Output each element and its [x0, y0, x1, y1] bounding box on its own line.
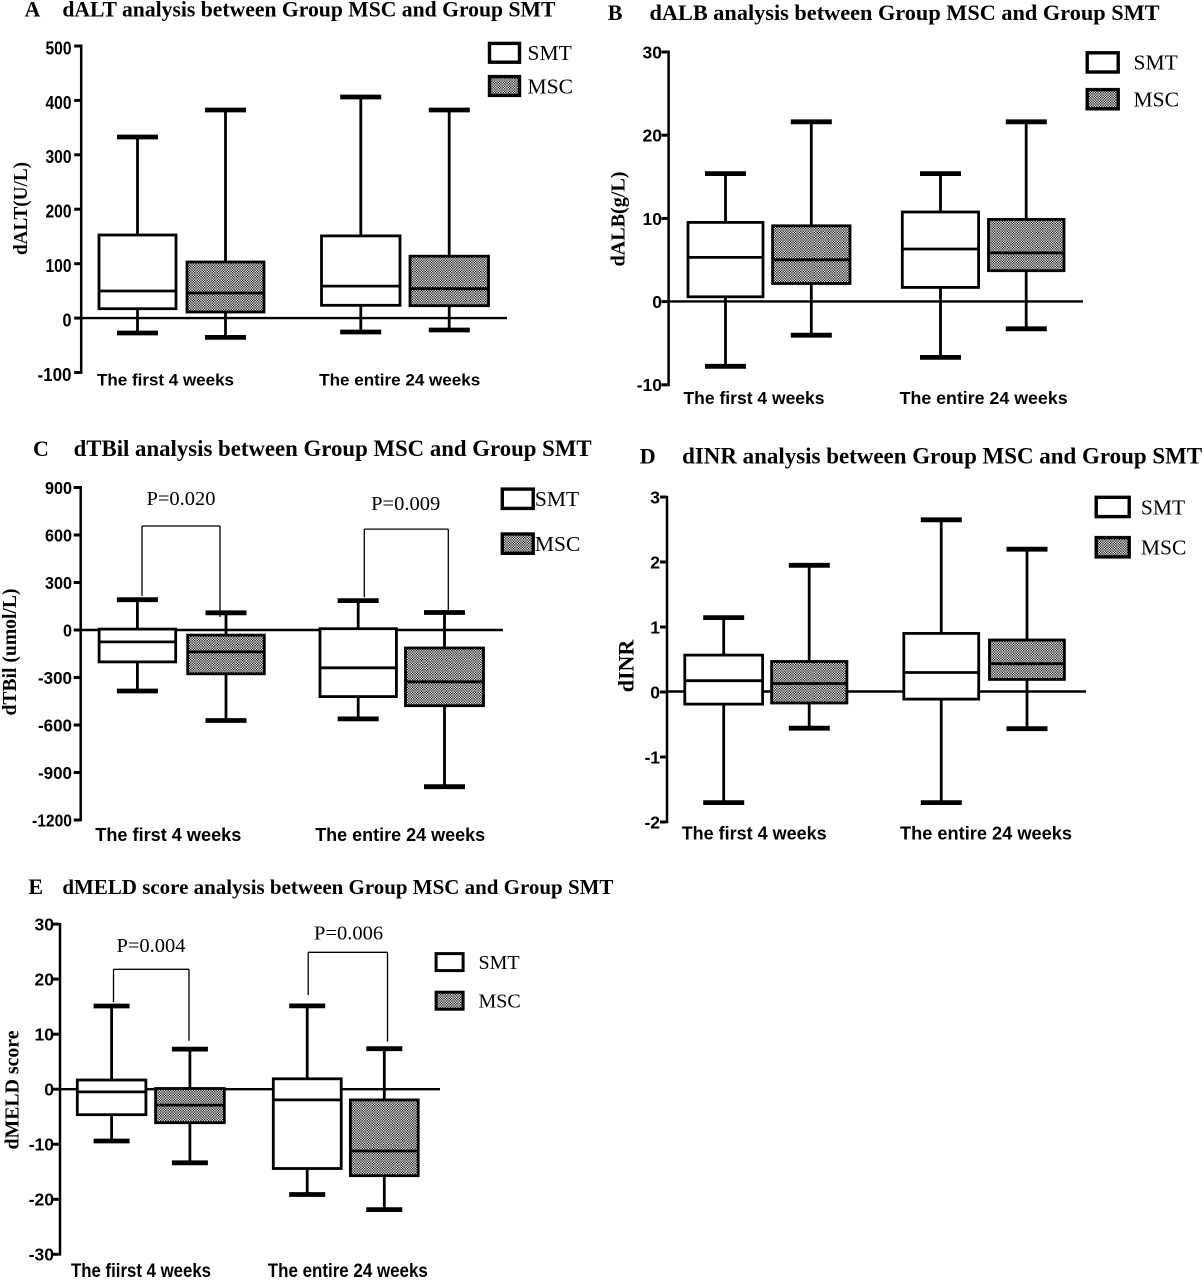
svg-text:dINR analysis between Group MS: dINR analysis between Group MSC and Grou… — [682, 444, 1202, 469]
svg-text:200: 200 — [46, 202, 72, 222]
svg-text:The entire 24 weeks: The entire 24 weeks — [315, 825, 485, 845]
svg-text:0: 0 — [650, 682, 660, 702]
svg-text:MSC: MSC — [535, 532, 580, 556]
svg-text:C: C — [33, 436, 49, 461]
svg-text:dALT analysis between Group MS: dALT analysis between Group MSC and Grou… — [62, 0, 556, 22]
svg-text:0: 0 — [652, 292, 662, 312]
svg-text:900: 900 — [45, 478, 72, 498]
svg-text:dALB analysis between Group MS: dALB analysis between Group MSC and Grou… — [650, 0, 1160, 25]
svg-text:The entire 24 weeks: The entire 24 weeks — [319, 370, 480, 389]
svg-text:dALT(U/L): dALT(U/L) — [10, 162, 32, 255]
svg-text:B: B — [608, 0, 623, 25]
svg-text:The first 4 weeks: The first 4 weeks — [97, 370, 234, 389]
svg-text:400: 400 — [46, 93, 72, 113]
svg-text:The entire 24 weeks: The entire 24 weeks — [268, 1260, 428, 1278]
svg-text:SMT: SMT — [1134, 51, 1178, 75]
svg-text:-900: -900 — [38, 763, 72, 783]
svg-text:-300: -300 — [38, 668, 72, 688]
svg-text:0: 0 — [44, 1080, 54, 1100]
svg-text:0: 0 — [63, 620, 72, 640]
svg-text:dMELD score: dMELD score — [2, 1030, 24, 1149]
svg-text:The first 4 weeks: The first 4 weeks — [95, 825, 241, 845]
svg-text:30: 30 — [35, 915, 55, 935]
svg-text:2: 2 — [650, 552, 660, 572]
svg-text:-100: -100 — [38, 365, 72, 385]
svg-text:The first 4 weeks: The first 4 weeks — [684, 388, 825, 408]
svg-text:The entire 24 weeks: The entire 24 weeks — [900, 824, 1072, 844]
svg-text:A: A — [25, 0, 41, 22]
svg-text:-10: -10 — [29, 1135, 55, 1155]
svg-text:The first 4 weeks: The first 4 weeks — [682, 824, 827, 844]
svg-text:300: 300 — [46, 147, 72, 167]
svg-text:dTBil analysis between Group M: dTBil analysis between Group MSC and Gro… — [74, 436, 592, 461]
svg-text:MSC: MSC — [528, 74, 573, 98]
svg-text:-1: -1 — [644, 747, 660, 767]
svg-text:-1200: -1200 — [32, 810, 72, 830]
svg-text:MSC: MSC — [479, 991, 521, 1013]
svg-text:300: 300 — [45, 573, 72, 593]
svg-text:The fiirst 4 weeks: The fiirst 4 weeks — [71, 1260, 211, 1278]
svg-text:-600: -600 — [38, 715, 72, 735]
svg-text:D: D — [640, 444, 656, 469]
svg-text:1: 1 — [650, 617, 660, 637]
svg-text:P=0.004: P=0.004 — [116, 935, 185, 957]
svg-text:500: 500 — [46, 38, 72, 58]
svg-text:The entire 24 weeks: The entire 24 weeks — [900, 388, 1068, 408]
svg-text:SMT: SMT — [1141, 495, 1185, 519]
svg-text:10: 10 — [35, 1025, 55, 1045]
svg-text:-2: -2 — [644, 812, 660, 832]
svg-text:P=0.009: P=0.009 — [371, 493, 440, 515]
svg-text:30: 30 — [643, 42, 663, 62]
svg-text:E: E — [28, 874, 43, 899]
svg-text:-30: -30 — [29, 1245, 55, 1265]
svg-text:20: 20 — [35, 970, 55, 990]
svg-text:dMELD score analysis between G: dMELD score analysis between Group MSC a… — [62, 875, 613, 899]
svg-text:0: 0 — [63, 311, 72, 331]
svg-text:MSC: MSC — [1141, 536, 1186, 560]
svg-text:600: 600 — [45, 525, 72, 545]
svg-text:20: 20 — [643, 126, 663, 146]
svg-text:10: 10 — [643, 209, 663, 229]
svg-text:P=0.006: P=0.006 — [314, 923, 383, 945]
svg-text:dTBil (umol/L): dTBil (umol/L) — [0, 589, 21, 716]
svg-text:-20: -20 — [29, 1190, 55, 1210]
svg-text:dALB(g/L): dALB(g/L) — [608, 172, 630, 267]
svg-text:SMT: SMT — [479, 952, 520, 974]
svg-text:SMT: SMT — [528, 41, 572, 65]
svg-text:SMT: SMT — [535, 487, 579, 511]
svg-text:100: 100 — [46, 256, 72, 276]
svg-text:MSC: MSC — [1134, 88, 1179, 112]
svg-text:-10: -10 — [637, 375, 663, 395]
svg-text:P=0.020: P=0.020 — [146, 488, 215, 510]
svg-text:3: 3 — [650, 487, 660, 507]
svg-text:dINR: dINR — [614, 639, 639, 693]
